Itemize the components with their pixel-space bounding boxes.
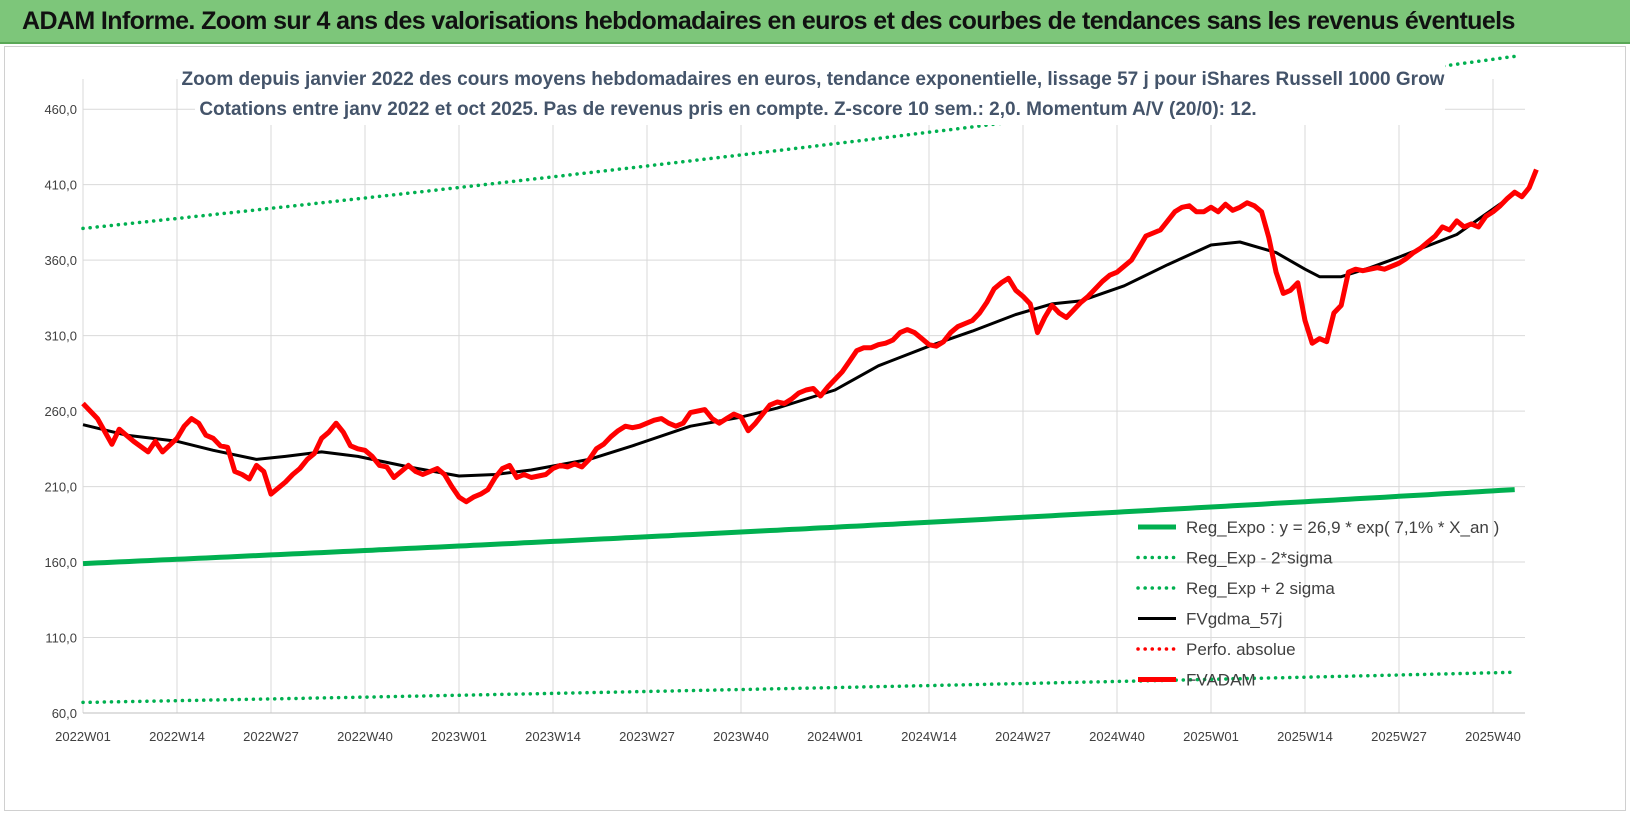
y-tick-label: 210,0	[44, 480, 77, 495]
x-tick-label: 2025W27	[1371, 729, 1427, 744]
chart-frame: Zoom depuis janvier 2022 des cours moyen…	[4, 46, 1626, 811]
y-tick-label: 260,0	[44, 404, 77, 419]
x-tick-label: 2023W40	[713, 729, 769, 744]
x-tick-label: 2024W27	[995, 729, 1051, 744]
legend-label-4: Perfo. absolue	[1186, 640, 1296, 659]
legend-label-2: Reg_Exp + 2 sigma	[1186, 579, 1335, 598]
legend: Reg_Expo : y = 26,9 * exp( 7,1% * X_an )…	[1136, 518, 1499, 690]
legend-label-0: Reg_Expo : y = 26,9 * exp( 7,1% * X_an )	[1186, 518, 1499, 537]
series-line-5	[81, 168, 1539, 505]
y-tick-label: 410,0	[44, 178, 77, 193]
y-tick-label: 160,0	[44, 555, 77, 570]
y-tick-label: 310,0	[44, 329, 77, 344]
title-backdrop	[195, 61, 1445, 125]
series-layer	[81, 54, 1539, 705]
x-tick-label: 2022W27	[243, 729, 299, 744]
y-tick-label: 460,0	[44, 102, 77, 117]
report-title: ADAM Informe. Zoom sur 4 ans des valoris…	[22, 7, 1515, 35]
x-tick-label: 2024W01	[807, 729, 863, 744]
x-tick-label: 2024W14	[901, 729, 957, 744]
x-tick-label: 2022W40	[337, 729, 393, 744]
series-line-1	[81, 670, 1517, 705]
report-banner: ADAM Informe. Zoom sur 4 ans des valoris…	[0, 0, 1630, 44]
x-tick-label: 2022W14	[149, 729, 205, 744]
x-tick-label: 2023W14	[525, 729, 581, 744]
grid-layer	[82, 79, 1525, 714]
x-tick-label: 2022W01	[55, 729, 111, 744]
trend-chart: Zoom depuis janvier 2022 des cours moyen…	[44, 54, 1539, 744]
x-tick-label: 2025W01	[1183, 729, 1239, 744]
y-tick-label: 360,0	[44, 253, 77, 268]
legend-label-3: FVgdma_57j	[1186, 610, 1282, 629]
x-tick-label: 2023W27	[619, 729, 675, 744]
axis-layer: 460,0 410,0 360,0 310,0 260,0 210,0 160,0 110,0…	[44, 102, 1525, 744]
y-tick-label: 60,0	[52, 706, 77, 721]
series-line-0	[82, 487, 1515, 567]
y-tick-label: 110,0	[45, 631, 77, 646]
x-tick-label: 2024W40	[1089, 729, 1145, 744]
chart-subtitle: Cotations entre janv 2022 et oct 2025. P…	[199, 99, 1256, 120]
chart-title: Zoom depuis janvier 2022 des cours moyen…	[182, 69, 1445, 90]
x-tick-label: 2023W01	[431, 729, 487, 744]
x-tick-label: 2025W40	[1465, 729, 1521, 744]
legend-label-5: FVADAM	[1186, 671, 1256, 690]
legend-label-1: Reg_Exp - 2*sigma	[1186, 549, 1333, 568]
x-tick-label: 2025W14	[1277, 729, 1333, 744]
series-line-3	[82, 192, 1516, 478]
